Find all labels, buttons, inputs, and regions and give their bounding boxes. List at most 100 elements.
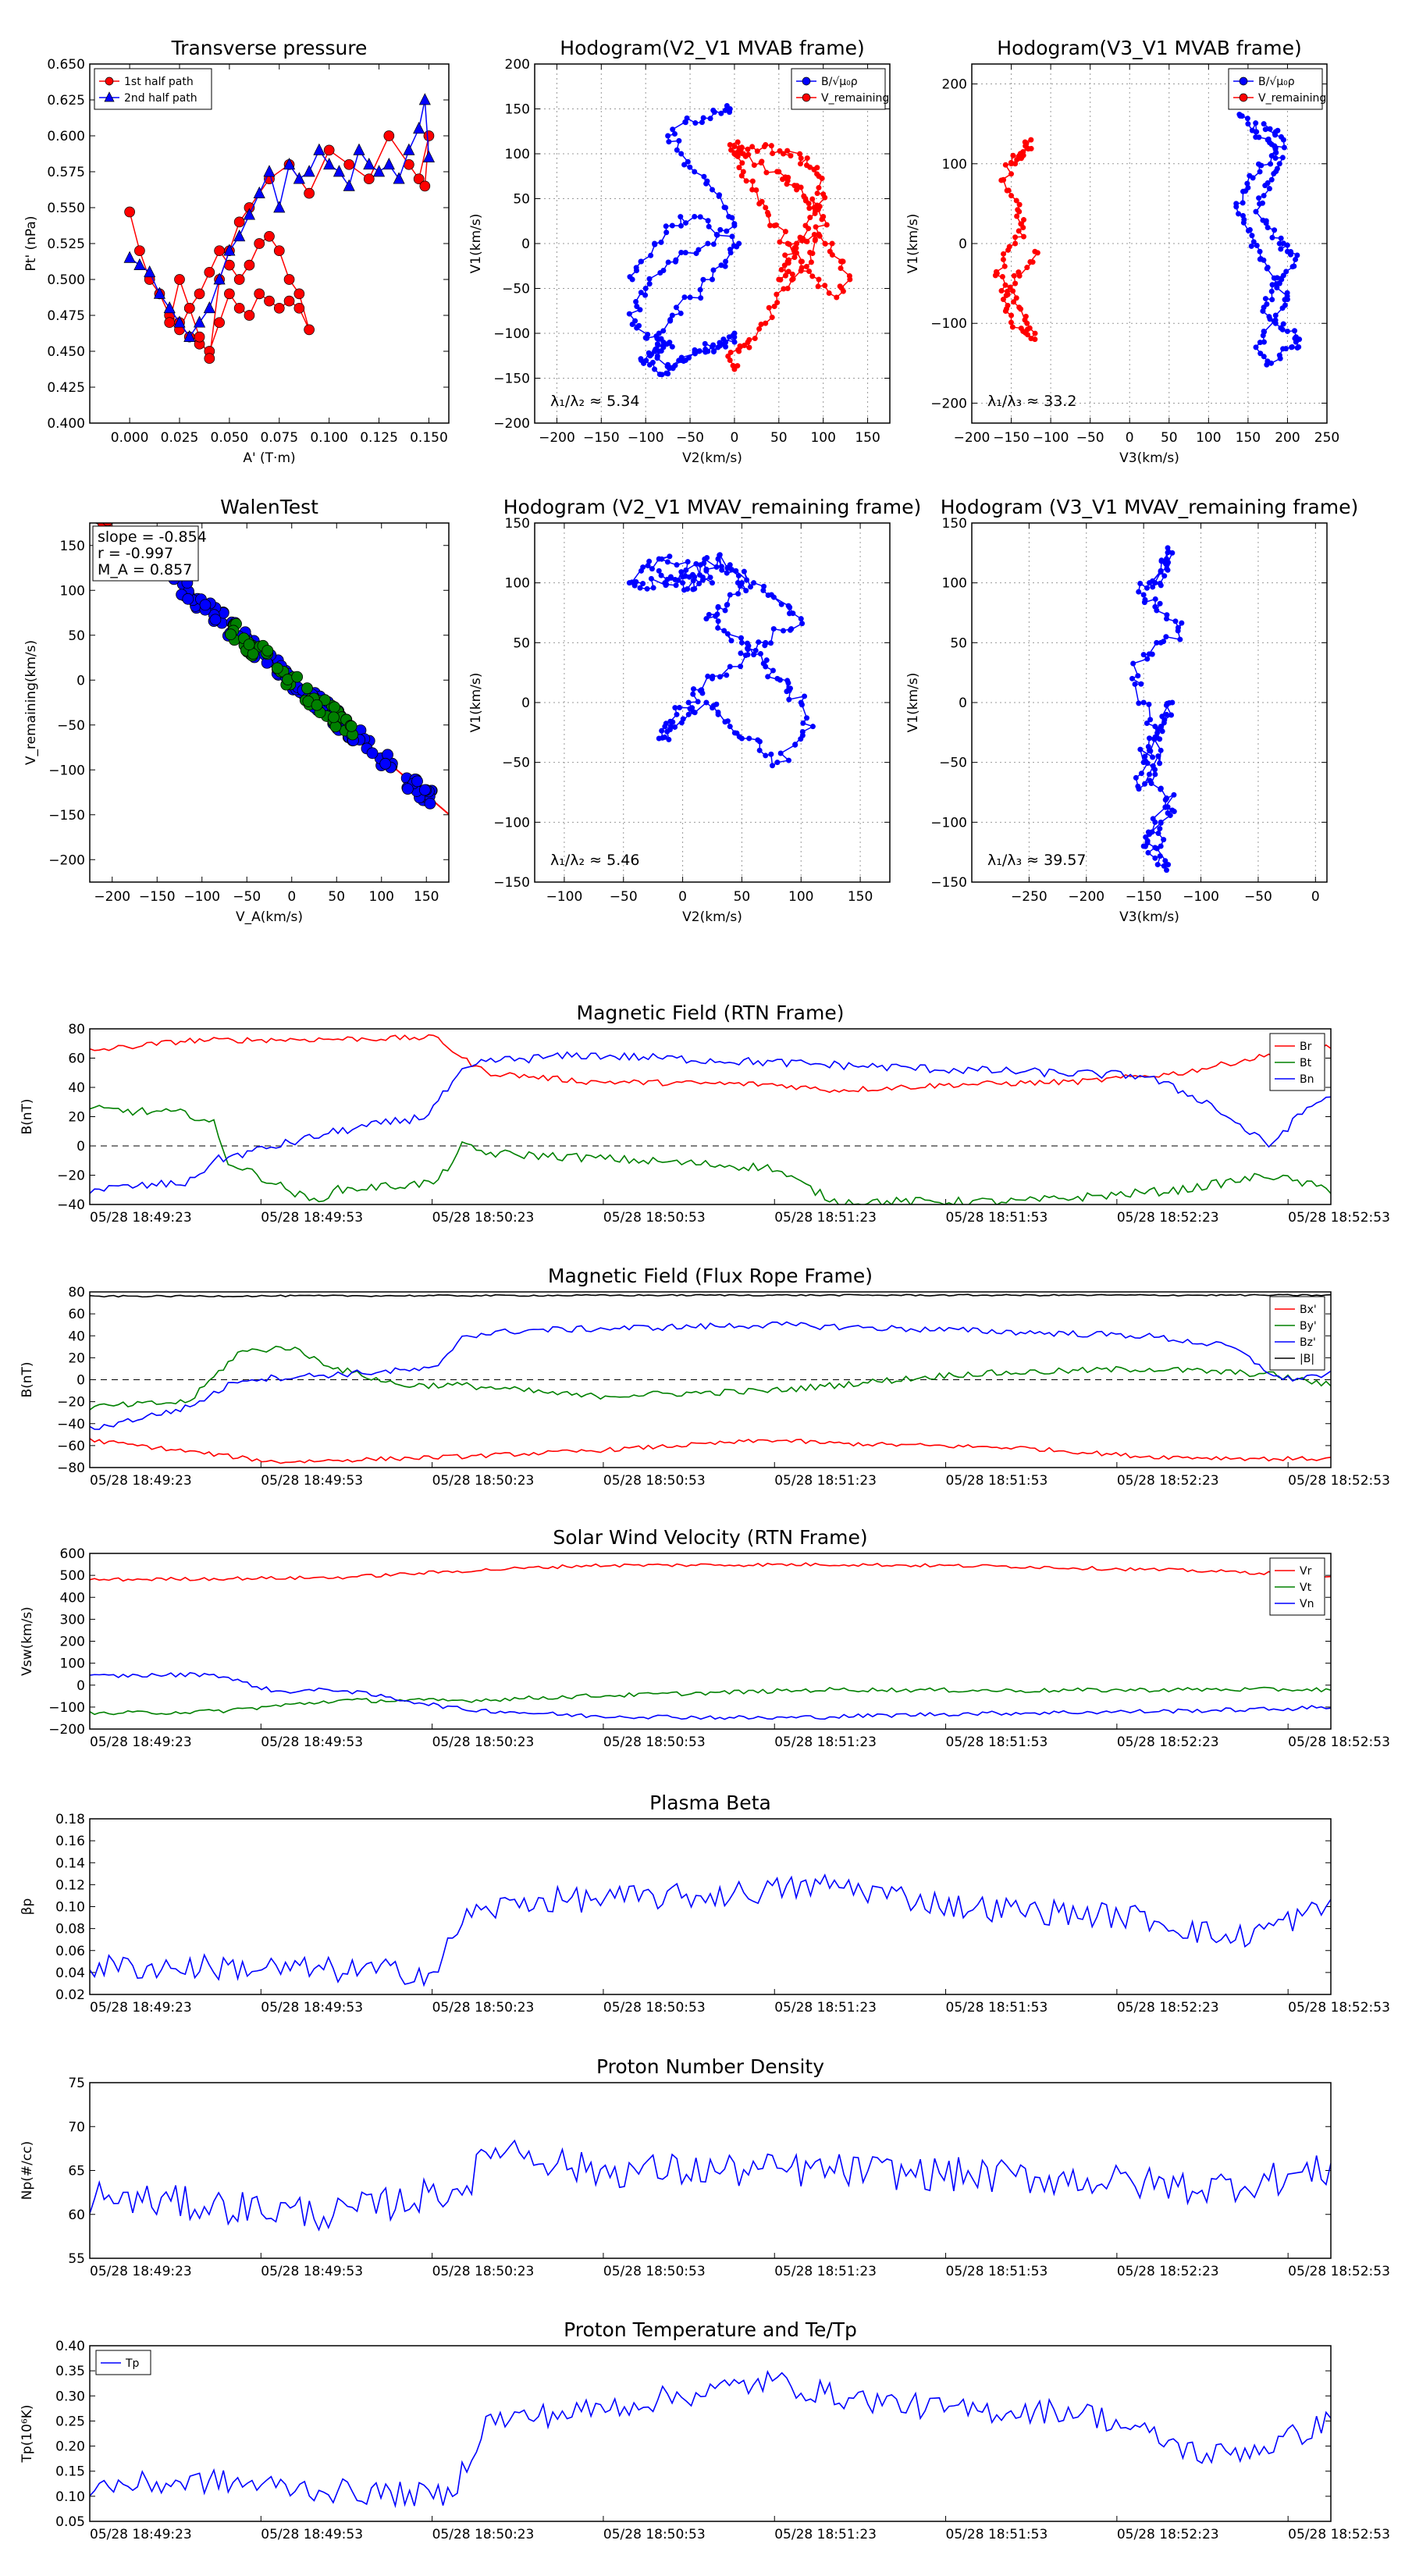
y-tick-label: 0.15	[55, 2464, 85, 2480]
data-point	[311, 699, 323, 711]
x-tick-label: 05/28 18:51:53	[946, 2000, 1048, 2016]
x-tick-label: 05/28 18:51:23	[774, 2527, 877, 2542]
axes-frame	[89, 1818, 1332, 1995]
data-point	[778, 267, 784, 273]
data-point	[658, 572, 664, 578]
data-point	[1264, 358, 1271, 365]
annotation-frame	[92, 525, 199, 582]
data-point	[728, 638, 735, 644]
data-point	[1293, 339, 1299, 345]
data-point	[700, 276, 706, 283]
data-point	[209, 614, 222, 626]
data-point	[411, 775, 423, 788]
x-tick-label: 250	[1314, 430, 1339, 446]
data-point	[685, 699, 692, 706]
y-tick-label: 0.400	[47, 416, 85, 432]
x-tick-label: 05/28 18:52:53	[1288, 2264, 1390, 2279]
data-point	[715, 556, 721, 562]
data-point	[699, 687, 705, 693]
x-tick-label: 05/28 18:49:23	[90, 2527, 192, 2542]
chart-title: Magnetic Field (RTN Frame)	[577, 1002, 845, 1024]
x-tick-label: −150	[993, 430, 1030, 446]
data-point	[727, 592, 733, 598]
data-point	[1266, 186, 1272, 192]
data-point	[1272, 130, 1278, 137]
series-line-Tp	[90, 2370, 1331, 2509]
data-point	[648, 252, 654, 258]
y-tick-label: 0.550	[47, 201, 85, 216]
data-point	[741, 568, 747, 575]
data-point	[667, 553, 673, 560]
data-point	[706, 611, 712, 617]
data-point	[1259, 200, 1265, 206]
data-point	[345, 720, 357, 732]
data-point	[123, 251, 136, 263]
data-point	[1157, 580, 1163, 586]
data-point	[1158, 747, 1164, 753]
data-point	[722, 107, 728, 113]
y-tick-label: 0	[76, 1678, 85, 1694]
y-tick-label: 150	[505, 102, 530, 118]
data-point	[328, 711, 340, 724]
data-point	[204, 266, 215, 278]
data-point	[764, 209, 770, 215]
data-point	[713, 232, 720, 237]
data-point	[244, 259, 255, 271]
series-line-By'	[90, 1345, 1331, 1411]
legend-marker	[802, 93, 811, 102]
y-tick-label: 80	[68, 1285, 85, 1300]
data-point	[626, 311, 632, 317]
data-point	[678, 214, 684, 220]
data-point	[1007, 284, 1013, 290]
data-point	[791, 254, 798, 261]
y-tick-label: 0.525	[47, 237, 85, 252]
data-point	[1163, 703, 1169, 709]
data-point	[785, 269, 791, 275]
y-axis-label: V_remaining(km/s)	[23, 640, 39, 765]
data-point	[1016, 228, 1022, 234]
data-point	[1161, 573, 1168, 579]
data-point	[657, 269, 663, 276]
data-point	[1140, 592, 1147, 598]
data-point	[739, 160, 745, 166]
data-point	[676, 137, 682, 144]
y-axis-label: Np(#/cc)	[20, 2141, 35, 2200]
data-point	[293, 172, 305, 184]
x-tick-label: 05/28 18:49:53	[261, 2264, 363, 2279]
data-point	[1172, 618, 1179, 624]
y-tick-label: 0	[76, 1373, 85, 1389]
data-point	[789, 276, 795, 283]
data-point	[1293, 256, 1299, 262]
y-tick-label: 0.30	[55, 2389, 85, 2404]
data-point	[1273, 281, 1279, 287]
data-point	[654, 336, 660, 342]
data-point	[826, 290, 832, 297]
x-tick-label: 100	[1196, 430, 1221, 446]
x-tick-label: 05/28 18:51:23	[774, 1473, 877, 1489]
y-tick-label: 0	[76, 1139, 85, 1155]
data-point	[678, 250, 685, 255]
data-point	[749, 144, 756, 150]
data-point	[697, 562, 703, 568]
data-point	[693, 560, 699, 567]
legend-marker	[1239, 93, 1248, 102]
data-point	[690, 691, 696, 697]
data-point	[1161, 717, 1168, 723]
data-point	[1257, 169, 1263, 175]
y-tick-label: −200	[493, 416, 530, 432]
data-point	[737, 583, 743, 589]
data-point	[1145, 849, 1151, 856]
legend-label: Tp	[125, 2357, 140, 2370]
data-point	[782, 252, 788, 258]
data-point	[1158, 843, 1164, 849]
data-point	[1284, 242, 1290, 248]
data-point	[124, 206, 135, 218]
legend-frame	[94, 68, 212, 110]
data-point	[757, 651, 763, 657]
legend-label: V_remaining	[1258, 92, 1326, 105]
y-axis-label: Pt' (nPa)	[23, 216, 39, 272]
data-point	[692, 169, 698, 175]
data-point	[837, 283, 843, 290]
data-point	[393, 172, 405, 184]
x-tick-label: −150	[1126, 889, 1162, 905]
